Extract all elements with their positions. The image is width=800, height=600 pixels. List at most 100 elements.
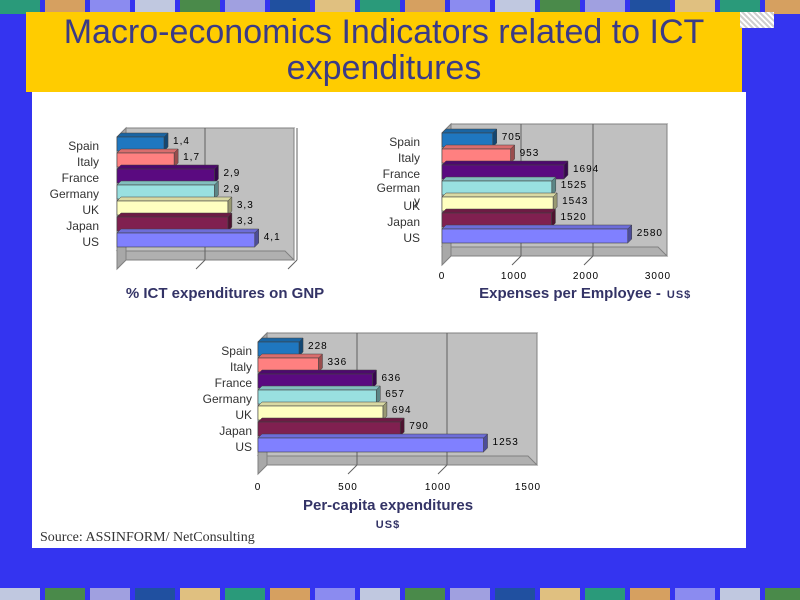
gridline-floor <box>437 464 448 475</box>
bar-france <box>257 369 378 389</box>
bar-japan <box>257 417 405 437</box>
bar-top-face <box>257 401 388 407</box>
bar-spain <box>257 337 304 357</box>
bottom-decorative-strip <box>0 588 800 600</box>
data-label: 1253 <box>493 437 519 448</box>
chart-2: 705 Spain 953 Italy 1694 France 1525 German y 154… <box>377 122 691 302</box>
strip-segment <box>180 588 220 600</box>
bar <box>441 228 629 244</box>
data-label: 2,9 <box>223 184 240 195</box>
bar-top-face <box>257 417 405 423</box>
strip-segment <box>45 588 85 600</box>
bar-top-face <box>441 128 498 134</box>
bar-top-face <box>441 176 557 182</box>
x-tick-label: 1500 <box>515 482 541 493</box>
strip-segment <box>585 588 625 600</box>
data-label: 336 <box>327 357 347 368</box>
data-label: 1520 <box>560 212 586 223</box>
plot-floor <box>440 246 669 257</box>
strip-segment <box>360 0 400 14</box>
bar-top-face <box>257 385 381 391</box>
strip-segment <box>450 0 490 14</box>
data-label: 228 <box>308 341 328 352</box>
strip-segment <box>135 0 175 14</box>
data-label: 790 <box>409 421 429 432</box>
chart-unit: US$ <box>667 289 691 301</box>
bar-us <box>116 228 260 248</box>
source-note: Source: ASSINFORM/ NetConsulting <box>40 530 255 545</box>
strip-segment <box>450 588 490 600</box>
top-decorative-strip <box>0 0 800 14</box>
bar-top-face <box>441 208 557 214</box>
strip-segment <box>90 588 130 600</box>
bar-top-face <box>116 180 220 186</box>
x-tick-label: 2000 <box>573 271 599 282</box>
bar-top-face <box>257 353 324 359</box>
strip-segment <box>765 0 800 14</box>
x-tick-label: 0 <box>439 271 446 282</box>
bar <box>116 232 256 248</box>
strip-segment <box>585 0 625 14</box>
bar-top-face <box>441 224 633 230</box>
strip-segment <box>180 0 220 14</box>
bar-top-face <box>441 144 516 150</box>
category-label: Japan <box>387 215 420 229</box>
bar-top-face <box>257 337 304 343</box>
bar-france <box>116 164 220 184</box>
strip-segment <box>720 588 760 600</box>
plot-floor <box>256 455 539 466</box>
data-label: 1543 <box>562 196 588 207</box>
data-label: 4,1 <box>264 232 281 243</box>
x-tick-label: 1000 <box>425 482 451 493</box>
gridline-floor <box>583 255 594 266</box>
bar-spain <box>116 132 169 152</box>
category-label: Germany <box>203 392 252 406</box>
category-label: Japan <box>66 219 99 233</box>
strip-segment <box>135 588 175 600</box>
category-label: Italy <box>398 151 420 165</box>
data-label: 1,4 <box>173 136 190 147</box>
strip-segment <box>495 0 535 14</box>
bar-german-y <box>441 176 557 196</box>
bar-italy <box>441 144 516 164</box>
bar <box>257 437 484 453</box>
strip-segment <box>405 0 445 14</box>
category-label: UK <box>82 203 99 217</box>
chart-title: Expenses per Employee - <box>479 285 661 302</box>
data-label: 1694 <box>573 164 599 175</box>
strip-segment <box>630 0 670 14</box>
bar-uk <box>441 192 558 212</box>
strip-segment <box>765 588 800 600</box>
category-label: France <box>215 376 253 390</box>
strip-segment <box>45 0 85 14</box>
category-label: Italy <box>77 155 99 169</box>
chart-title: Per-capita expenditures <box>303 497 473 514</box>
bar-us <box>441 224 633 244</box>
strip-segment <box>630 588 670 600</box>
strip-segment <box>360 588 400 600</box>
bar-us <box>257 433 489 453</box>
x-tick-label: 3000 <box>645 271 671 282</box>
strip-segment <box>720 0 760 14</box>
gridline-floor <box>195 259 206 270</box>
category-label: Germany <box>50 187 99 201</box>
data-label: 636 <box>381 373 401 384</box>
category-label: US <box>235 440 252 454</box>
bar-top-face <box>116 164 220 170</box>
category-label: US <box>403 231 420 245</box>
category-label: Italy <box>230 360 252 374</box>
data-label: 3,3 <box>237 200 254 211</box>
bar-japan <box>116 212 233 232</box>
bar-italy <box>116 148 179 168</box>
bar-uk <box>257 401 388 421</box>
strip-segment <box>0 0 40 14</box>
category-label: France <box>383 167 421 181</box>
data-label: 2,9 <box>223 168 240 179</box>
strip-segment <box>0 588 40 600</box>
hatched-decoration <box>740 12 774 28</box>
strip-segment <box>225 588 265 600</box>
chart-3: 228 Spain 336 Italy 636 France 657 Germany 694 UK… <box>203 331 541 531</box>
data-label: 657 <box>385 389 405 400</box>
strip-segment <box>315 588 355 600</box>
